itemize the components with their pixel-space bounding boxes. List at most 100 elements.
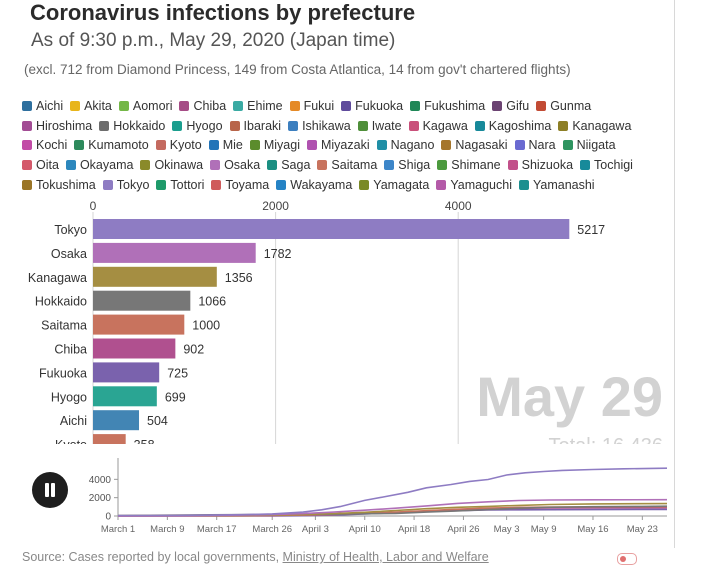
legend-item-kumamoto[interactable]: Kumamoto <box>74 138 149 153</box>
legend-item-tokyo[interactable]: Tokyo <box>102 178 150 193</box>
legend-item-ishikawa[interactable]: Ishikawa <box>288 119 351 133</box>
legend-label: Tokyo <box>116 178 150 193</box>
legend-item-fukuoka[interactable]: Fukuoka <box>341 99 403 113</box>
legend-swatch <box>22 120 32 131</box>
legend-item-nagano[interactable]: Nagano <box>376 138 434 152</box>
legend-item-nagasaki[interactable]: Nagasaki <box>441 138 508 152</box>
bar-category-label: Aichi <box>60 414 87 428</box>
legend-item-nara[interactable]: Nara <box>514 138 556 152</box>
timeline-line-chart[interactable]: 0 2000 4000 March 1 March 9 March 17 March 26 A… <box>80 458 670 538</box>
bar-category-label: Hyogo <box>51 390 87 404</box>
y-tick-label: 0 <box>105 512 111 523</box>
chart-subtitle: As of 9:30 p.m., May 29, 2020 (Japan tim… <box>31 30 396 51</box>
legend-item-kagawa[interactable]: Kagawa <box>408 119 468 133</box>
bar-category-label: Tokyo <box>54 223 87 237</box>
legend-swatch <box>249 140 260 151</box>
legend-item-tottori[interactable]: Tottori <box>156 178 204 192</box>
legend-item-saitama[interactable]: Saitama <box>317 158 377 172</box>
legend-item-chiba[interactable]: Chiba <box>179 99 226 113</box>
bar-value-label: 902 <box>183 343 204 357</box>
legend-swatch <box>317 160 328 171</box>
x-tick-label: March 17 <box>197 524 237 535</box>
source-link[interactable]: Ministry of Health, Labor and Welfare <box>282 550 489 564</box>
chart-frame-edge <box>674 0 675 548</box>
legend-swatch <box>118 100 129 111</box>
bar-hyogo <box>93 386 157 407</box>
legend-swatch <box>211 180 222 191</box>
pause-icon <box>45 483 49 497</box>
bar-aichi <box>93 410 140 431</box>
legend-swatch <box>306 140 317 151</box>
legend-item-kagoshima[interactable]: Kagoshima <box>474 118 552 133</box>
legend-item-hokkaido[interactable]: Hokkaido <box>99 119 165 133</box>
legend-label: Okinawa <box>154 158 204 173</box>
bar-category-label: Saitama <box>41 319 87 333</box>
legend-item-toyama[interactable]: Toyama <box>211 178 269 192</box>
legend-item-saga[interactable]: Saga <box>267 158 310 172</box>
legend-item-oita[interactable]: Oita <box>22 158 59 172</box>
legend-item-tokushima[interactable]: Tokushima <box>22 178 96 192</box>
legend-item-wakayama[interactable]: Wakayama <box>276 178 352 192</box>
legend-label: Kochi <box>36 138 68 153</box>
legend-item-osaka[interactable]: Osaka <box>210 158 260 172</box>
legend-item-gunma[interactable]: Gunma <box>536 99 591 113</box>
pause-button[interactable] <box>32 472 68 508</box>
legend-item-akita[interactable]: Akita <box>70 99 112 113</box>
legend-label: Kagoshima <box>488 118 552 133</box>
legend-item-hiroshima[interactable]: Hiroshima <box>22 119 92 133</box>
legend-item-okayama[interactable]: Okayama <box>65 158 133 172</box>
toggle-icon[interactable] <box>617 553 637 565</box>
legend-item-shiga[interactable]: Shiga <box>384 158 430 172</box>
legend-item-okinawa[interactable]: Okinawa <box>140 158 203 172</box>
legend-item-ibaraki[interactable]: Ibaraki <box>229 118 282 133</box>
legend-item-kochi[interactable]: Kochi <box>22 138 67 152</box>
legend-label: Toyama <box>225 178 270 193</box>
legend-item-tochigi[interactable]: Tochigi <box>580 158 633 172</box>
legend-item-fukushima[interactable]: Fukushima <box>410 99 485 113</box>
legend-swatch <box>357 120 368 131</box>
legend-item-yamanashi[interactable]: Yamanashi <box>518 178 595 192</box>
legend-item-iwate[interactable]: Iwate <box>357 119 402 133</box>
legend-item-yamagata[interactable]: Yamagata <box>359 178 429 192</box>
source-note: Source: Cases reported by local governme… <box>22 550 489 564</box>
legend-label: Aichi <box>36 98 64 113</box>
legend-label: Ehime <box>247 98 283 113</box>
bar-category-label: Fukuoka <box>39 366 87 380</box>
chart-note: (excl. 712 from Diamond Princess, 149 fr… <box>24 62 571 77</box>
legend-swatch <box>102 180 113 191</box>
legend-item-aomori[interactable]: Aomori <box>118 99 172 113</box>
x-tick-label: May 16 <box>577 524 608 535</box>
legend-item-aichi[interactable]: Aichi <box>22 99 63 113</box>
legend-swatch <box>22 160 32 171</box>
legend-item-yamaguchi[interactable]: Yamaguchi <box>436 178 512 192</box>
legend-label: Ibaraki <box>243 118 282 133</box>
legend-item-mie[interactable]: Mie <box>208 138 243 152</box>
legend-label: Kyoto <box>169 138 202 153</box>
legend-row: Hiroshima Hokkaido Hyogo Ibaraki Ishikawa Iwa… <box>22 116 672 136</box>
legend-swatch <box>492 100 503 111</box>
legend-item-ehime[interactable]: Ehime <box>233 98 283 113</box>
legend-swatch <box>359 180 370 191</box>
legend-item-gifu[interactable]: Gifu <box>492 99 529 113</box>
legend-item-fukui[interactable]: Fukui <box>289 99 334 113</box>
legend-item-miyagi[interactable]: Miyagi <box>249 138 300 152</box>
legend-item-hyogo[interactable]: Hyogo <box>172 119 223 133</box>
legend-label: Fukuoka <box>355 98 404 113</box>
legend-swatch <box>179 100 190 111</box>
x-tick-label: April 26 <box>447 524 479 535</box>
legend-item-kyoto[interactable]: Kyoto <box>155 138 202 153</box>
legend-item-miyazaki[interactable]: Miyazaki <box>306 138 370 153</box>
legend-label: Kumamoto <box>88 138 149 153</box>
bar-value-label: 1000 <box>192 319 220 333</box>
legend-label: Miyazaki <box>320 138 370 153</box>
legend-label: Wakayama <box>290 178 353 193</box>
bar-value-label: 699 <box>165 390 186 404</box>
legend-item-kanagawa[interactable]: Kanagawa <box>558 119 631 133</box>
legend-item-shimane[interactable]: Shimane <box>437 158 501 173</box>
legend-label: Shimane <box>451 158 501 173</box>
legend-item-niigata[interactable]: Niigata <box>562 138 616 152</box>
legend-swatch <box>208 140 219 151</box>
legend-item-shizuoka[interactable]: Shizuoka <box>507 158 573 172</box>
bar-chiba <box>93 338 176 359</box>
bar-category-label: Kyoto <box>55 438 87 444</box>
